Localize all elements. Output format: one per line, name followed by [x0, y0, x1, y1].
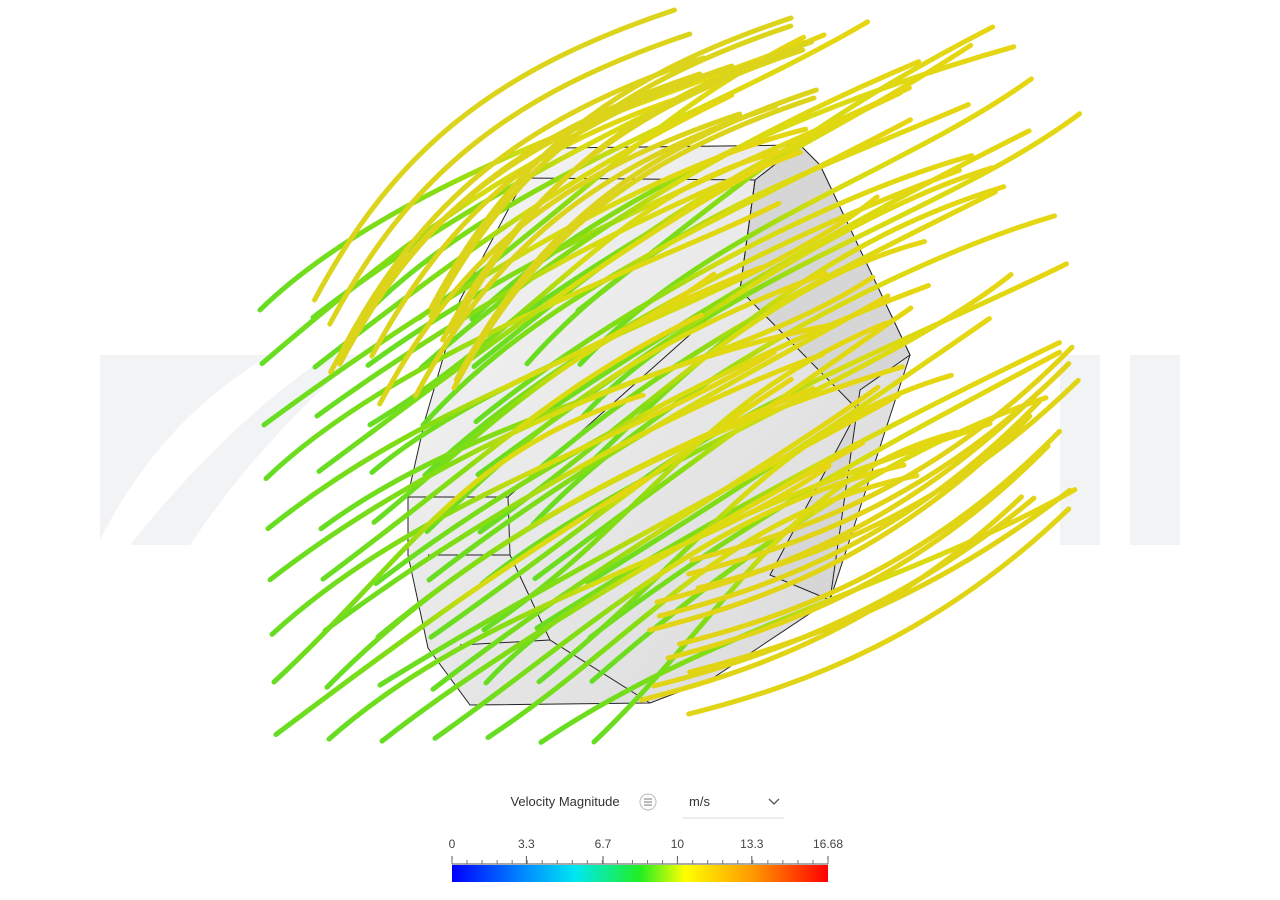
streamline — [432, 462, 907, 741]
streamline — [413, 103, 779, 399]
streamline — [259, 90, 698, 367]
streamline — [363, 19, 871, 317]
streamline — [326, 463, 832, 742]
streamline — [316, 165, 763, 474]
streamline — [271, 392, 646, 685]
unit: m/s — [689, 794, 710, 809]
streamline — [420, 117, 913, 428]
tick-label: 6.7 — [595, 837, 612, 851]
streamline — [591, 429, 959, 745]
streamline — [328, 79, 694, 375]
streamline — [418, 59, 922, 371]
tick-label: 13.3 — [740, 837, 764, 851]
streamline — [481, 320, 889, 633]
legend-title: Velocity Magnitude — [510, 794, 619, 809]
streamline — [377, 392, 901, 688]
streamline — [638, 494, 1024, 703]
streamline — [536, 372, 954, 685]
streamline — [379, 440, 866, 744]
streamline — [312, 7, 678, 303]
streamline — [367, 149, 780, 428]
streamline — [647, 413, 1033, 633]
streamline — [428, 376, 794, 640]
streamline — [324, 385, 816, 690]
streamline — [589, 395, 1049, 684]
streamline — [267, 322, 832, 583]
unit-dropdown[interactable]: m/s — [683, 794, 784, 819]
streamline — [479, 272, 1014, 587]
streamline — [686, 506, 1072, 717]
streamline — [538, 487, 1078, 745]
tick-label: 3.3 — [518, 837, 535, 851]
streamline — [273, 476, 648, 738]
streamline — [341, 55, 707, 351]
streamline — [532, 305, 914, 582]
tick-label: 10 — [671, 837, 685, 851]
streamline — [312, 92, 735, 370]
streamline — [656, 398, 1042, 619]
streamline — [471, 90, 903, 370]
streamline — [327, 31, 693, 327]
streamline — [440, 47, 806, 343]
streamline — [473, 153, 975, 425]
streamline — [430, 384, 881, 692]
streamline — [665, 443, 1051, 661]
streamline — [689, 344, 1075, 563]
streamline — [314, 149, 803, 419]
streamline — [377, 111, 743, 407]
streamline — [451, 95, 817, 391]
streamline — [677, 428, 1063, 647]
streamline — [654, 391, 1040, 605]
streamline — [257, 40, 807, 313]
color-bar-ticks: 0 3.3 6.7 10 13.3 16.68 — [449, 837, 843, 864]
tick-label: 16.68 — [813, 837, 843, 851]
streamline — [322, 352, 825, 634]
streamline — [263, 200, 782, 482]
streamline — [579, 111, 1083, 420]
color-bar — [452, 865, 828, 882]
streamline — [269, 349, 777, 637]
streamline — [485, 473, 920, 741]
streamline — [651, 495, 1037, 689]
menu-button[interactable] — [639, 793, 657, 811]
streamline — [587, 349, 1063, 641]
streamlines — [257, 7, 1083, 745]
streamline — [320, 312, 704, 582]
tick-label: 0 — [449, 837, 456, 851]
